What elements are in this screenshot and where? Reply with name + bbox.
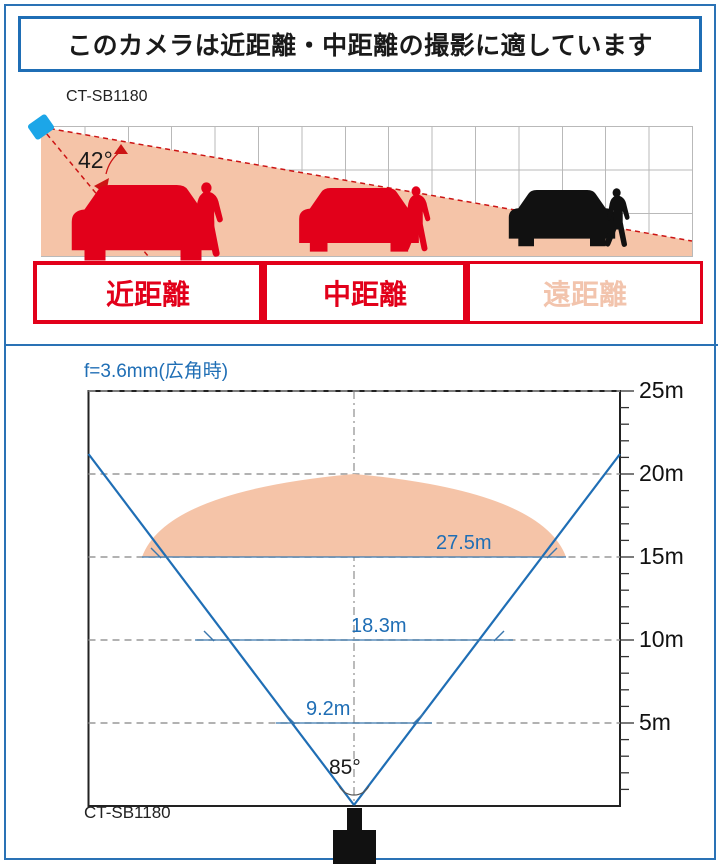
svg-text:10m: 10m (639, 626, 684, 652)
svg-text:20m: 20m (639, 460, 684, 486)
svg-text:15m: 15m (639, 543, 684, 569)
svg-text:25m: 25m (639, 377, 684, 403)
svg-text:85°: 85° (329, 756, 361, 779)
svg-text:18.3m: 18.3m (351, 615, 407, 637)
svg-text:42°: 42° (78, 147, 113, 173)
svg-text:5m: 5m (639, 709, 671, 735)
svg-text:9.2m: 9.2m (306, 698, 350, 720)
svg-text:27.5m: 27.5m (436, 532, 492, 554)
